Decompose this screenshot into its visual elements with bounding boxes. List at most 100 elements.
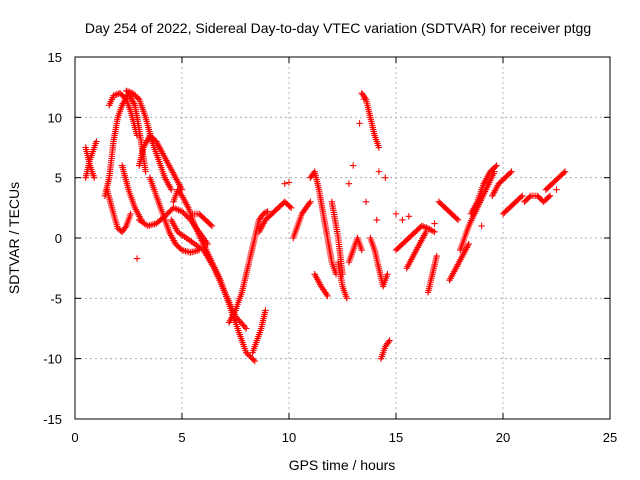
data-point [493, 162, 500, 169]
series-scatter-pts [133, 96, 560, 262]
data-point [244, 350, 251, 358]
data-point [519, 192, 526, 199]
data-point [324, 292, 331, 300]
data-point [133, 255, 141, 262]
data-point [306, 200, 313, 207]
data-point [375, 144, 383, 151]
series-arc-v [345, 234, 365, 266]
series-arc-s [311, 271, 331, 300]
data-point [345, 180, 353, 187]
data-point [385, 338, 392, 346]
x-tick-label: 25 [603, 430, 617, 445]
data-point [248, 355, 256, 362]
chart-title: Day 254 of 2022, Sidereal Day-to-day VTE… [85, 20, 591, 36]
y-tick-label: 15 [48, 50, 62, 65]
data-points [82, 87, 569, 365]
data-point [165, 208, 173, 216]
series-arc-q [290, 198, 314, 242]
series-arc-n [225, 208, 271, 326]
series-arc-b [82, 144, 98, 181]
series-arc-aa [403, 228, 430, 272]
data-point [392, 210, 400, 218]
data-point [142, 168, 149, 175]
data-point [358, 246, 365, 254]
y-tick-label: 5 [55, 171, 62, 186]
series-arc-w [358, 90, 383, 151]
data-point [433, 252, 440, 260]
data-point [208, 222, 216, 230]
data-point [262, 209, 270, 216]
data-point [307, 198, 314, 205]
data-point [281, 180, 288, 187]
series-arc-ac [435, 198, 462, 224]
data-point [264, 208, 271, 215]
data-point [178, 208, 186, 215]
data-point [431, 220, 438, 227]
data-point [465, 240, 472, 248]
data-point [361, 94, 369, 101]
data-point [122, 224, 129, 231]
y-tick-label: -10 [43, 352, 62, 367]
data-point [250, 356, 257, 363]
series-arc-o [249, 307, 269, 356]
series-arc-ai [521, 192, 554, 205]
series-arc-r [307, 168, 340, 278]
series-arc-u [335, 258, 350, 302]
data-point [167, 207, 174, 214]
data-point [545, 193, 552, 201]
data-point [386, 337, 393, 344]
y-axis-label: SDTVAR / TECUs [6, 182, 22, 294]
x-tick-label: 15 [389, 430, 403, 445]
data-point [560, 169, 567, 177]
data-point [422, 228, 430, 236]
series-arc-ag [489, 168, 515, 199]
data-point [177, 191, 185, 198]
y-tick-label: 10 [48, 110, 62, 125]
data-point [121, 94, 129, 102]
data-point [241, 323, 249, 331]
x-tick-label: 5 [178, 430, 185, 445]
data-point [526, 193, 533, 201]
data-point [517, 193, 525, 201]
data-point [91, 174, 98, 181]
data-point [262, 307, 269, 314]
data-point [382, 174, 389, 181]
series-arc-p [255, 198, 295, 236]
data-point [251, 357, 258, 365]
data-point [343, 295, 350, 302]
series-arc-ab [424, 252, 440, 296]
series-arc-h [136, 132, 186, 193]
data-point [431, 228, 438, 236]
data-point [375, 168, 383, 175]
series-arc-ah [499, 192, 526, 218]
y-tick-label: 0 [55, 231, 62, 246]
series-arc-t [328, 198, 346, 278]
series-arc-x [367, 234, 391, 290]
data-point [362, 198, 370, 205]
data-point [286, 203, 294, 210]
data-point [180, 209, 187, 217]
series-arc-l [168, 216, 250, 332]
data-point [454, 216, 462, 224]
y-tick-label: -15 [43, 412, 62, 427]
data-point [243, 349, 250, 356]
series-arc-y [377, 337, 393, 362]
data-point [181, 211, 189, 218]
data-point [508, 168, 515, 175]
y-tick-label: -5 [50, 291, 62, 306]
series-arc-m [189, 210, 216, 230]
data-point [184, 213, 191, 221]
data-point [561, 168, 569, 175]
x-axis-label: GPS time / hours [289, 457, 396, 473]
data-point [243, 325, 250, 332]
x-tick-label: 20 [496, 430, 510, 445]
data-point [168, 186, 175, 193]
data-point [356, 120, 363, 127]
data-point [384, 271, 391, 278]
data-point [360, 96, 368, 103]
data-point [127, 210, 134, 218]
data-point [478, 222, 485, 230]
data-point [546, 192, 554, 199]
data-point [285, 179, 293, 186]
